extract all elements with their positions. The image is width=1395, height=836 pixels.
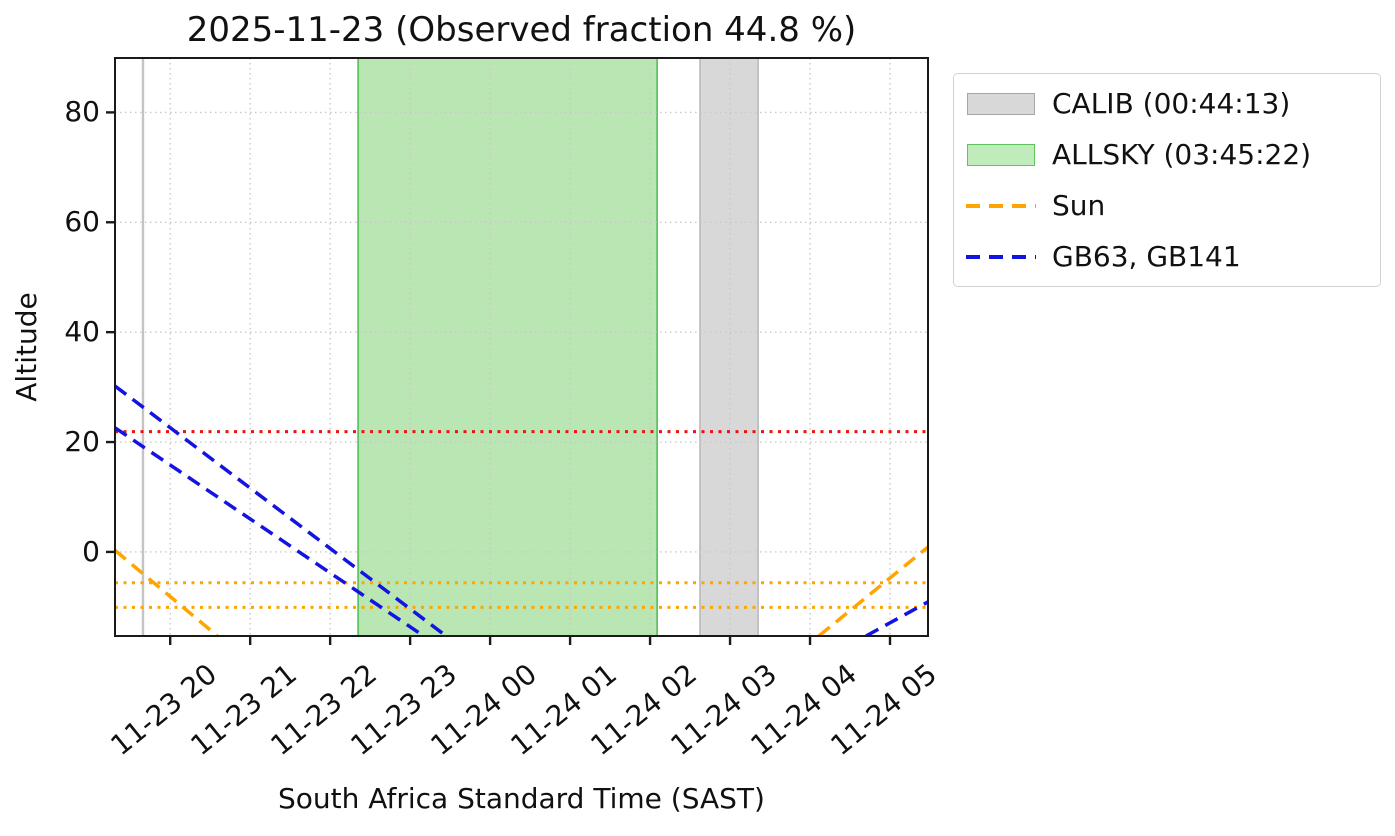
legend-label-allsky: ALLSKY (03:45:22) bbox=[1052, 138, 1312, 171]
legend-item-targets: GB63, GB141 bbox=[954, 231, 1380, 282]
series-gb63-gb141 bbox=[115, 426, 425, 636]
y-tick-label: 0 bbox=[82, 534, 100, 568]
legend-item-allsky: ALLSKY (03:45:22) bbox=[954, 129, 1380, 180]
y-tick-label: 20 bbox=[64, 425, 100, 459]
y-tick-label: 80 bbox=[64, 95, 100, 129]
axes-frame bbox=[114, 57, 929, 637]
chart-title: 2025-11-23 (Observed fraction 44.8 %) bbox=[186, 10, 857, 50]
x-axis-label: South Africa Standard Time (SAST) bbox=[278, 782, 765, 815]
legend-label-sun: Sun bbox=[1052, 189, 1106, 222]
series-gb63-gb141 bbox=[115, 384, 448, 636]
targets-line-swatch bbox=[966, 254, 1036, 259]
legend-item-calib: CALIB (00:44:13) bbox=[954, 78, 1380, 129]
series-gb63-gb141 bbox=[865, 600, 928, 636]
series-sun bbox=[817, 545, 928, 636]
legend-item-sun: Sun bbox=[954, 180, 1380, 231]
sun-line-swatch bbox=[966, 203, 1036, 208]
series-sun bbox=[115, 548, 219, 636]
y-tick-label: 60 bbox=[64, 205, 100, 239]
span-allsky bbox=[357, 57, 659, 637]
calib-band-swatch bbox=[966, 92, 1036, 115]
legend-label-calib: CALIB (00:44:13) bbox=[1052, 87, 1291, 120]
legend-label-targets: GB63, GB141 bbox=[1052, 240, 1241, 273]
allsky-band-swatch bbox=[966, 143, 1036, 166]
span-calib bbox=[699, 57, 759, 637]
legend: CALIB (00:44:13) ALLSKY (03:45:22) Sun G… bbox=[953, 73, 1381, 287]
y-tick-label: 40 bbox=[64, 315, 100, 349]
